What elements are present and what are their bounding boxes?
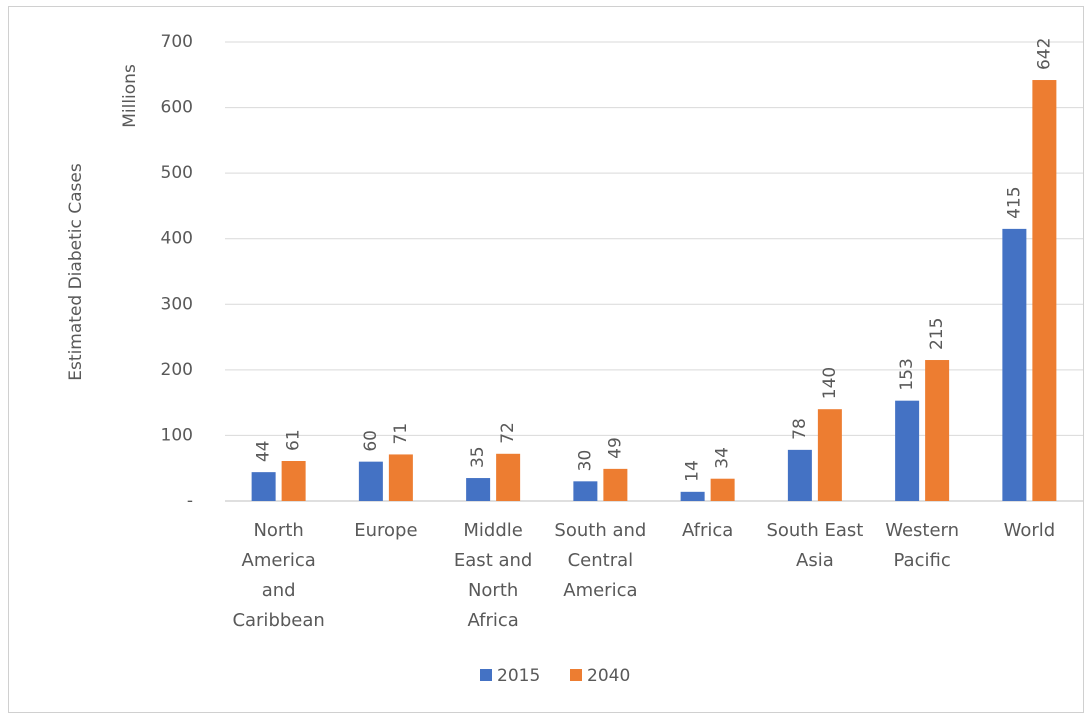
data-label: 415: [1004, 186, 1024, 218]
data-label: 34: [713, 447, 733, 469]
data-label: 61: [284, 429, 304, 451]
bar: [573, 481, 598, 501]
data-label: 140: [820, 367, 840, 399]
bar: [496, 453, 521, 501]
bar: [895, 400, 920, 501]
y-axis-label: Estimated Diabetic Cases: [66, 163, 86, 381]
data-label: 215: [927, 318, 947, 350]
data-label: 642: [1034, 38, 1054, 70]
y-tick-label: -: [187, 491, 193, 511]
bar: [710, 478, 735, 501]
bar: [281, 461, 306, 501]
y-tick-label: 500: [161, 163, 193, 183]
bar: [388, 454, 413, 501]
x-tick-label: World: [1003, 520, 1056, 541]
y-tick-label: 100: [161, 425, 193, 445]
y-tick-label: 600: [161, 98, 193, 118]
data-label: 78: [790, 418, 810, 440]
legend-swatch: [570, 669, 582, 681]
bar: [466, 478, 491, 501]
y-display-unit: Millions: [120, 64, 140, 128]
data-label: 35: [468, 446, 488, 468]
x-tick-label: North America and Caribbean: [232, 520, 325, 631]
x-tick-label: Africa: [681, 520, 734, 541]
data-label: 14: [683, 460, 703, 482]
bar: [358, 461, 383, 501]
legend-swatch: [480, 669, 492, 681]
x-tick-label: South East Asia: [766, 520, 864, 571]
data-label: 71: [391, 423, 411, 445]
data-label: 60: [361, 430, 381, 452]
y-tick-label: 700: [161, 32, 193, 52]
data-label: 44: [254, 441, 274, 463]
data-label: 30: [575, 450, 595, 472]
bar: [1032, 80, 1057, 501]
data-label: 153: [897, 358, 917, 390]
legend-label: 2015: [497, 666, 540, 686]
bar: [680, 491, 705, 501]
chart-border: [8, 6, 1084, 713]
bar: [251, 472, 276, 501]
x-tick-label: South and Central America: [554, 520, 647, 601]
bar: [603, 468, 628, 501]
y-tick-label: 300: [161, 294, 193, 314]
y-tick-label: 200: [161, 360, 193, 380]
data-label: 49: [605, 437, 625, 459]
bar: [925, 360, 950, 501]
bar: [1002, 228, 1027, 501]
legend-label: 2040: [587, 666, 630, 686]
x-tick-label: Middle East and North Africa: [453, 520, 533, 631]
bar: [787, 449, 812, 501]
data-label: 72: [498, 422, 518, 444]
y-tick-label: 400: [161, 229, 193, 249]
x-tick-label: Europe: [354, 520, 418, 541]
x-tick-label: Western Pacific: [885, 520, 960, 571]
bar: [817, 409, 842, 501]
